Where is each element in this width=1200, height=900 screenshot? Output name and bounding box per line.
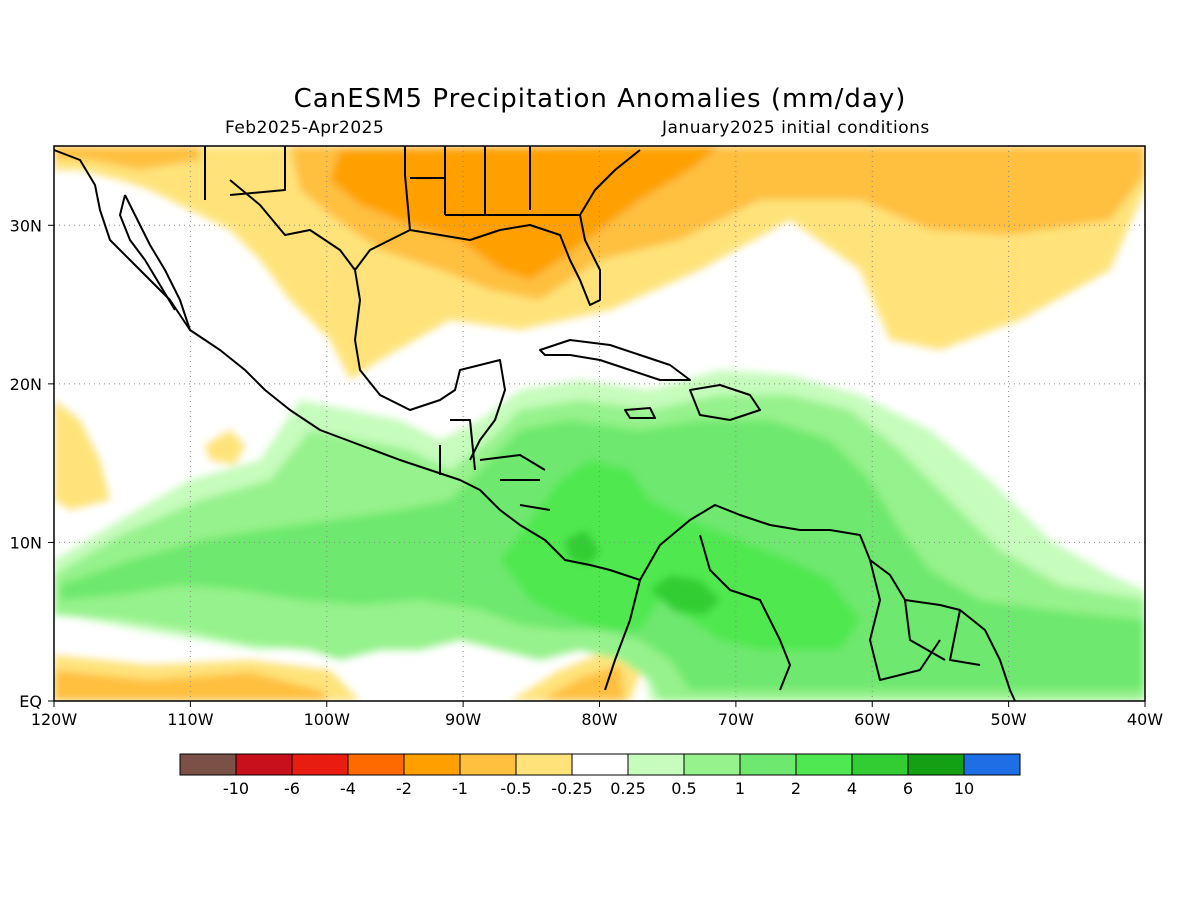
dry-region-southwest-core — [54, 670, 330, 701]
baja-peninsula — [119, 194, 191, 331]
colorbar-label: 1 — [735, 779, 745, 798]
colorbar-label: 6 — [903, 779, 913, 798]
colorbar-swatch — [347, 753, 405, 776]
x-tick-label: 110W — [167, 710, 214, 729]
central-america-borders — [439, 419, 551, 511]
x-tick-label: 60W — [854, 710, 890, 729]
colorbar-swatch — [627, 753, 685, 776]
colorbar-swatch — [739, 753, 797, 776]
x-tick-label: 70W — [718, 710, 754, 729]
colorbar: -10 -6 -4 -2 -1 -0.5 -0.25 0.25 0.5 1 2 4 6 10 — [179, 753, 1021, 798]
colorbar-label: -0.5 — [500, 779, 531, 798]
colorbar-label: -1 — [452, 779, 468, 798]
y-tick-label: 30N — [10, 216, 42, 235]
colorbar-swatch — [235, 753, 293, 776]
colorbar-label: 10 — [954, 779, 974, 798]
hispaniola — [689, 384, 761, 421]
forecast-period: Feb2025-Apr2025 — [225, 118, 385, 138]
x-tick-label: 120W — [31, 710, 78, 729]
colorbar-label: 0.5 — [671, 779, 696, 798]
guyana-borders — [869, 559, 981, 681]
anomaly-field — [54, 146, 1145, 701]
longitude-axis: 120W 110W 100W 90W 80W 70W 60W 50W 40W — [31, 701, 1163, 729]
y-tick-label: 20N — [10, 375, 42, 394]
coastlines — [53, 146, 1016, 702]
y-tick-label: EQ — [19, 692, 42, 711]
dry-region-southeast-us — [330, 146, 720, 280]
colorbar-swatch — [683, 753, 741, 776]
x-tick-label: 90W — [445, 710, 481, 729]
wet-region-core-2 — [565, 530, 600, 565]
gulf-coast — [229, 179, 506, 461]
colorbar-swatch — [403, 753, 461, 776]
colorbar-label: -2 — [396, 779, 412, 798]
colorbar-swatch — [963, 753, 1021, 776]
dry-spot — [205, 430, 245, 465]
initial-conditions: January2025 initial conditions — [662, 118, 930, 138]
colorbar-swatch — [459, 753, 517, 776]
colorbar-label: -0.25 — [551, 779, 592, 798]
grid-lines — [54, 146, 1145, 701]
colorbar-swatch — [291, 753, 349, 776]
map-title: CanESM5 Precipitation Anomalies (mm/day) — [293, 84, 907, 114]
wet-region-core — [650, 575, 720, 615]
colorbar-label: 2 — [791, 779, 801, 798]
colorbar-swatch — [851, 753, 909, 776]
cuba — [539, 339, 691, 381]
colorbar-swatch — [571, 753, 629, 776]
y-tick-label: 10N — [10, 533, 42, 552]
venezuela-colombia-border — [604, 534, 791, 691]
dry-region-west — [54, 400, 110, 510]
colorbar-label: 0.25 — [610, 779, 646, 798]
jamaica — [624, 407, 656, 419]
south-america-coast — [639, 504, 1016, 702]
colorbar-label: -6 — [284, 779, 300, 798]
mexico-pacific-coast — [53, 149, 641, 581]
colorbar-label: -10 — [223, 779, 249, 798]
colorbar-swatch — [907, 753, 965, 776]
latitude-axis: EQ 10N 20N 30N — [10, 216, 54, 711]
colorbar-label: 4 — [847, 779, 857, 798]
us-state-borders — [204, 146, 580, 231]
colorbar-swatch — [515, 753, 573, 776]
colorbar-swatch — [795, 753, 853, 776]
dry-region-nw — [54, 146, 200, 170]
dry-region-colombia-core — [540, 665, 625, 701]
x-tick-label: 100W — [304, 710, 351, 729]
x-tick-label: 80W — [581, 710, 617, 729]
colorbar-label: -4 — [340, 779, 356, 798]
x-tick-label: 50W — [991, 710, 1027, 729]
wet-region-strong — [500, 460, 860, 650]
colorbar-swatch — [179, 753, 237, 776]
x-tick-label: 40W — [1127, 710, 1163, 729]
